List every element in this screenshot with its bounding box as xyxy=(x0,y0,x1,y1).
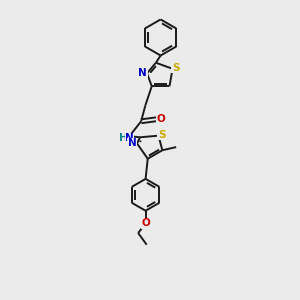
Text: N: N xyxy=(138,68,147,78)
Text: O: O xyxy=(141,218,150,229)
Text: N: N xyxy=(125,133,134,143)
Text: N: N xyxy=(128,139,137,148)
Text: O: O xyxy=(157,114,165,124)
Text: H: H xyxy=(119,133,128,143)
Text: S: S xyxy=(158,130,165,140)
Text: S: S xyxy=(172,63,179,73)
